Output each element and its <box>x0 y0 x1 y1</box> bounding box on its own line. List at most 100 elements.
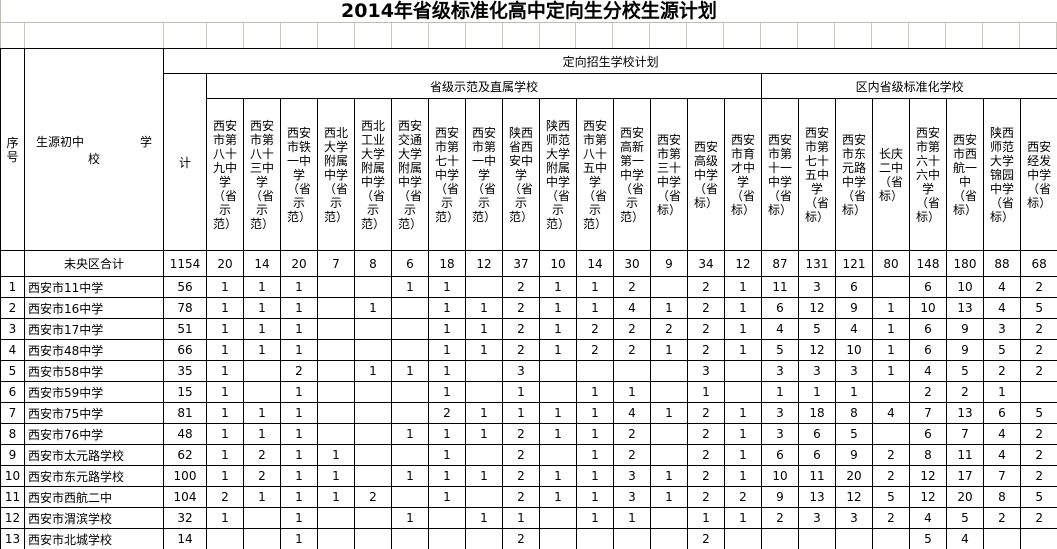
cell-value[interactable] <box>539 507 577 529</box>
row-seq[interactable]: 3 <box>0 318 25 340</box>
school-header[interactable]: 西安市第七十中学（省示范） <box>428 98 466 251</box>
cell-value[interactable]: 1 <box>354 360 392 382</box>
cell-value[interactable]: 1 <box>280 528 318 549</box>
cell-value[interactable] <box>576 360 614 382</box>
cell-value[interactable] <box>539 528 577 549</box>
cell-value[interactable]: 1 <box>243 339 281 361</box>
cell-value[interactable]: 10 <box>761 465 799 487</box>
cell-value[interactable]: 2 <box>613 276 651 298</box>
cell-value[interactable]: 12 <box>909 486 947 508</box>
cell-value[interactable]: 2 <box>983 360 1021 382</box>
cell-value[interactable]: 2 <box>1019 444 1057 466</box>
cell-value[interactable]: 2 <box>502 297 540 319</box>
cell-value[interactable] <box>317 276 355 298</box>
cell-value[interactable] <box>872 381 910 403</box>
cell-value[interactable]: 1 <box>391 423 429 445</box>
cell-value[interactable]: 7 <box>983 465 1021 487</box>
cell-value[interactable]: 2 <box>502 486 540 508</box>
cell-value[interactable]: 12 <box>798 297 836 319</box>
cell-value[interactable]: 4 <box>761 318 799 340</box>
cell-value[interactable]: 3 <box>761 402 799 424</box>
row-seq[interactable]: 12 <box>0 507 25 529</box>
cell-value[interactable] <box>391 402 429 424</box>
cell-value[interactable]: 1 <box>280 318 318 340</box>
summary-value[interactable]: 9 <box>650 250 688 277</box>
cell-value[interactable]: 4 <box>835 318 873 340</box>
cell-value[interactable]: 10 <box>835 339 873 361</box>
summary-value[interactable]: 34 <box>687 250 725 277</box>
summary-value[interactable]: 87 <box>761 250 799 277</box>
cell-value[interactable]: 1 <box>243 297 281 319</box>
row-seq[interactable]: 1 <box>0 276 25 298</box>
cell-value[interactable]: 5 <box>798 318 836 340</box>
cell-value[interactable]: 1 <box>317 465 355 487</box>
cell-value[interactable]: 3 <box>613 465 651 487</box>
cell-value[interactable]: 1 <box>724 444 762 466</box>
cell-value[interactable]: 1 <box>317 486 355 508</box>
cell-value[interactable]: 7 <box>909 402 947 424</box>
summary-value[interactable]: 14 <box>243 250 281 277</box>
school-header[interactable]: 西安市第八十九中学（省示范） <box>206 98 244 251</box>
summary-value[interactable]: 148 <box>909 250 947 277</box>
row-total[interactable]: 32 <box>163 507 207 529</box>
cell-value[interactable] <box>724 528 762 549</box>
cell-value[interactable]: 2 <box>1019 423 1057 445</box>
cell-value[interactable]: 1 <box>613 507 651 529</box>
cell-value[interactable]: 1 <box>724 339 762 361</box>
cell-value[interactable]: 5 <box>946 507 984 529</box>
cell-value[interactable]: 6 <box>761 444 799 466</box>
cell-value[interactable]: 8 <box>983 486 1021 508</box>
cell-value[interactable]: 1 <box>613 381 651 403</box>
cell-value[interactable]: 1 <box>465 402 503 424</box>
cell-value[interactable]: 11 <box>798 465 836 487</box>
cell-value[interactable]: 13 <box>798 486 836 508</box>
cell-value[interactable]: 1 <box>576 465 614 487</box>
cell-value[interactable] <box>1019 381 1057 403</box>
cell-value[interactable]: 1 <box>428 318 466 340</box>
cell-value[interactable]: 1 <box>872 297 910 319</box>
cell-value[interactable]: 1 <box>724 276 762 298</box>
cell-value[interactable]: 6 <box>909 318 947 340</box>
summary-value[interactable]: 88 <box>983 250 1021 277</box>
cell-value[interactable] <box>317 423 355 445</box>
cell-value[interactable]: 1 <box>539 339 577 361</box>
cell-value[interactable]: 3 <box>502 360 540 382</box>
cell-value[interactable]: 1 <box>687 381 725 403</box>
cell-value[interactable]: 1 <box>465 465 503 487</box>
cell-value[interactable]: 1 <box>280 423 318 445</box>
row-school[interactable]: 西安市北城学校 <box>24 528 164 549</box>
summary-value[interactable]: 8 <box>354 250 392 277</box>
school-header[interactable]: 陕西省西安中学（省示范） <box>502 98 540 251</box>
cell-value[interactable] <box>1019 528 1057 549</box>
cell-value[interactable]: 1 <box>206 465 244 487</box>
cell-value[interactable]: 10 <box>946 276 984 298</box>
cell-value[interactable]: 3 <box>761 360 799 382</box>
cell-value[interactable]: 2 <box>206 486 244 508</box>
cell-value[interactable] <box>391 444 429 466</box>
cell-value[interactable]: 12 <box>798 339 836 361</box>
cell-value[interactable] <box>391 528 429 549</box>
cell-value[interactable]: 1 <box>465 318 503 340</box>
cell-value[interactable]: 1 <box>761 381 799 403</box>
cell-value[interactable]: 2 <box>909 381 947 403</box>
cell-value[interactable]: 9 <box>946 318 984 340</box>
cell-value[interactable]: 1 <box>280 297 318 319</box>
cell-value[interactable] <box>465 444 503 466</box>
cell-value[interactable]: 2 <box>650 318 688 340</box>
cell-value[interactable]: 4 <box>613 402 651 424</box>
school-header[interactable]: 西北大学附属中学（省示范） <box>317 98 355 251</box>
summary-total[interactable]: 1154 <box>163 250 207 277</box>
cell-value[interactable]: 5 <box>983 339 1021 361</box>
cell-value[interactable] <box>354 381 392 403</box>
cell-value[interactable] <box>539 444 577 466</box>
cell-value[interactable] <box>391 381 429 403</box>
cell-value[interactable]: 1 <box>650 339 688 361</box>
cell-value[interactable]: 9 <box>835 444 873 466</box>
school-header[interactable]: 西安市第八十三中学（省示范） <box>243 98 281 251</box>
cell-value[interactable] <box>650 507 688 529</box>
cell-value[interactable]: 4 <box>983 423 1021 445</box>
cell-value[interactable]: 2 <box>613 339 651 361</box>
row-school[interactable]: 西安市11中学 <box>24 276 164 298</box>
cell-value[interactable]: 1 <box>465 339 503 361</box>
cell-value[interactable] <box>539 360 577 382</box>
